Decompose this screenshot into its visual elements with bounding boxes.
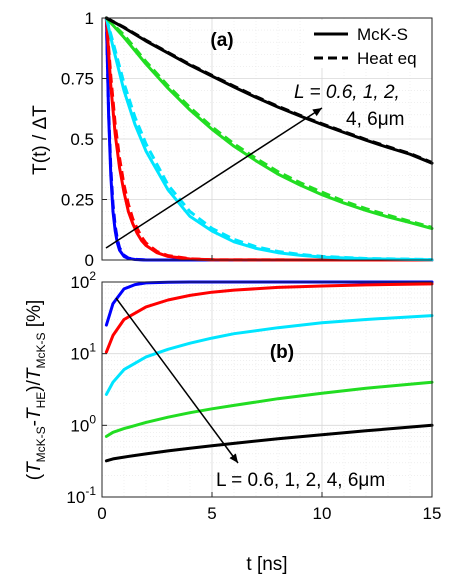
series-line-a-2um-heateq xyxy=(104,17,433,261)
ticks-a: 0 0.25 0.5 0.75 1 xyxy=(61,9,433,270)
series-line-a-2um-mcks xyxy=(104,16,434,262)
annotation-arrow-b xyxy=(115,297,239,464)
legend-box xyxy=(306,20,430,68)
series-line-b-4um xyxy=(104,380,434,438)
xtick-label-b: 5 xyxy=(207,504,216,523)
panel-b: 0 5 10 15 10-1 100 101 102 (b) L = 0.6, 1, 2, 4… xyxy=(24,269,441,575)
series-line-a-4um-mcks xyxy=(104,16,434,230)
axes-frame-a xyxy=(101,17,433,261)
ytick-label-a: 1 xyxy=(85,9,94,28)
series-line-a-4um-heateq xyxy=(105,16,433,229)
ylabel-b: (TMcK-S-THE)/TMcK-S [%] xyxy=(24,300,48,481)
series-b xyxy=(104,280,434,463)
series-line-b-2um xyxy=(104,314,434,396)
ytick-label-b: 10-1 xyxy=(66,484,96,507)
series-line-b-1um xyxy=(104,282,434,354)
series-line-a-6um-heateq xyxy=(105,16,433,164)
ytick-label-b: 101 xyxy=(70,341,96,364)
panel-label-a: (a) xyxy=(210,30,233,51)
legend-label-heateq: Heat eq xyxy=(357,49,417,68)
ytick-label-a: 0.75 xyxy=(61,70,94,89)
xlabel-b: t [ns] xyxy=(246,554,287,575)
grid-b xyxy=(101,282,433,498)
ytick-label-b: 100 xyxy=(70,412,96,435)
ytick-label-b: 102 xyxy=(70,269,96,292)
xtick-label-b: 0 xyxy=(97,504,106,523)
annotation-text-b-body: L = 0.6, 1, 2, 4, 6μm xyxy=(216,470,385,491)
ytick-label-a: 0.5 xyxy=(70,130,94,149)
annotation-text-b: L = 0.6, 1, 2, 4, 6μm xyxy=(216,470,385,491)
ylabel-a: T(t) / ΔT xyxy=(30,105,51,175)
ytick-label-a: 0.25 xyxy=(61,191,94,210)
panel-a: 0 0.25 0.5 0.75 1 (a) McK-S Heat eq L = 0.6,… xyxy=(30,9,434,270)
annotation-arrow-a xyxy=(105,107,323,249)
axes-frame-b xyxy=(101,281,433,498)
ticks-b: 0 5 10 15 10-1 100 101 102 xyxy=(66,269,441,523)
legend-label-mcks: McK-S xyxy=(357,25,408,44)
legend-a: McK-S Heat eq xyxy=(306,20,430,68)
xtick-label-b: 15 xyxy=(423,504,442,523)
xtick-label-b: 10 xyxy=(313,504,332,523)
series-line-a-1um-heateq xyxy=(104,17,432,262)
annotation-line1-a: L = 0.6, 1, 2, xyxy=(294,82,400,103)
panel-label-b: (b) xyxy=(270,342,294,363)
series-line-b-6um xyxy=(104,423,434,463)
annotation-line2-a: 4, 6μm xyxy=(346,109,404,130)
ytick-label-a: 0 xyxy=(85,251,94,270)
